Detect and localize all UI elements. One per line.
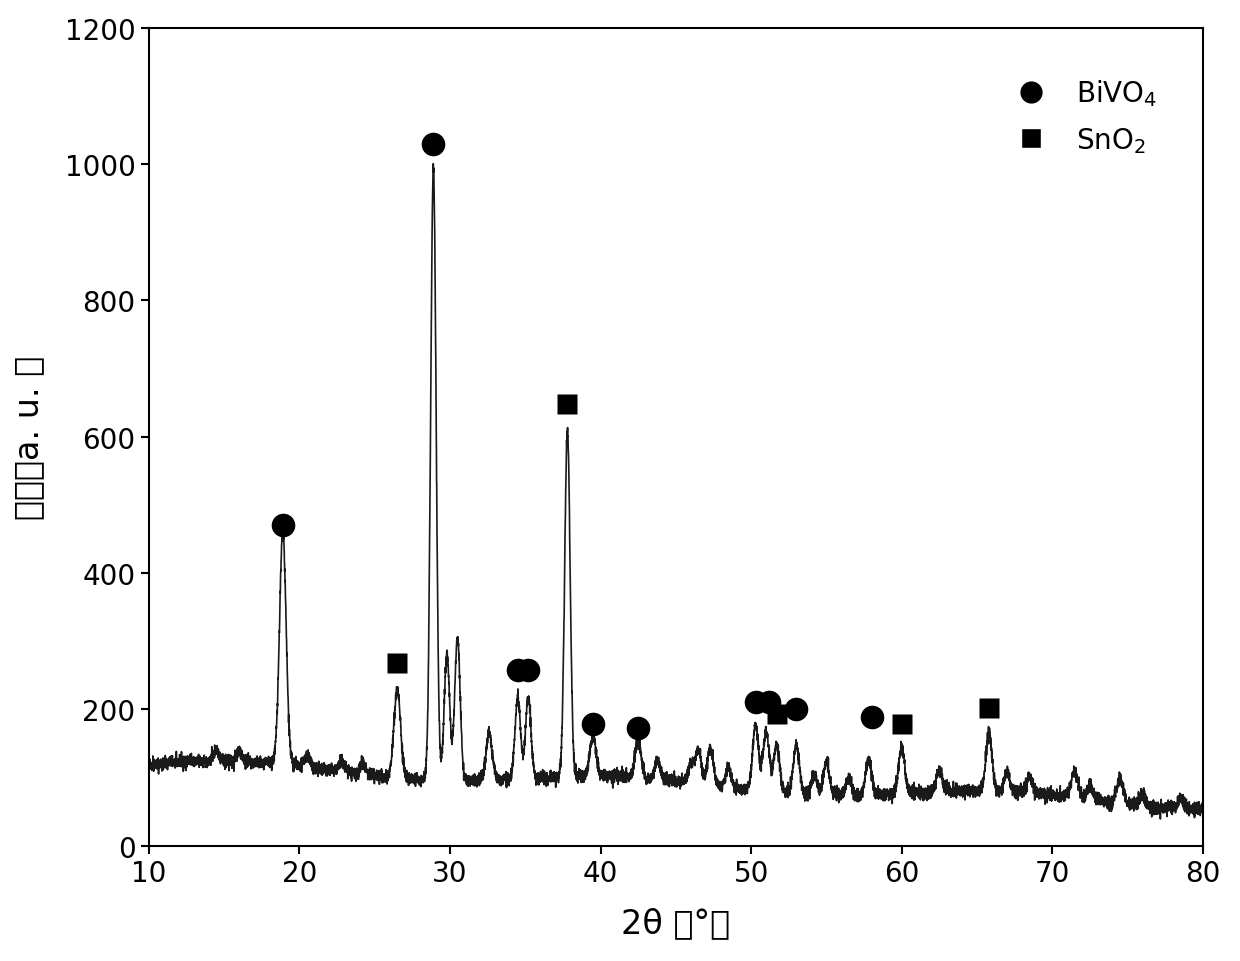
- X-axis label: 2θ （°）: 2θ （°）: [621, 906, 730, 939]
- Y-axis label: 强度（a. u. ）: 强度（a. u. ）: [12, 356, 46, 519]
- Legend: BiVO$_4$, SnO$_2$: BiVO$_4$, SnO$_2$: [992, 67, 1168, 166]
